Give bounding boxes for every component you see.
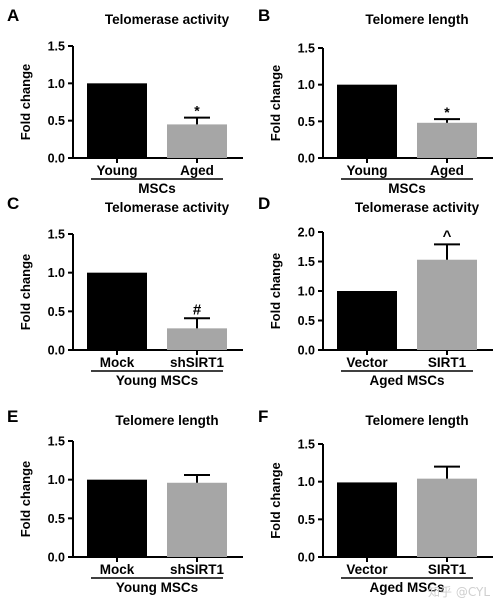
y-tick-label: 0.5 xyxy=(298,513,315,527)
x-tick-label: SIRT1 xyxy=(428,562,467,577)
x-tick-label: Young xyxy=(97,163,138,178)
panel-f: F Telomere length Fold change 0.0 0.5 1.0 1.5 V… xyxy=(258,407,493,595)
watermark: 知乎 @CYL xyxy=(428,585,490,599)
y-tick-label: 1.5 xyxy=(48,435,65,449)
bar-shsirt1 xyxy=(167,328,227,350)
y-tick-label: 0.5 xyxy=(48,512,65,526)
y-tick-label: 0.0 xyxy=(298,344,315,358)
bar-young xyxy=(87,83,147,158)
x-tick-label: SIRT1 xyxy=(428,355,467,370)
y-tick-label: 1.0 xyxy=(48,473,65,487)
panel-letter: A xyxy=(7,6,19,25)
panel-letter: B xyxy=(258,6,270,25)
y-tick-label: 0.0 xyxy=(48,152,65,166)
panel-letter: F xyxy=(258,407,268,426)
panel-letter: E xyxy=(7,407,18,426)
group-label: MSCs xyxy=(138,181,176,196)
bar-mock xyxy=(87,272,147,350)
bar-sirt1 xyxy=(417,478,477,557)
significance-mark: # xyxy=(193,301,202,318)
significance-mark: * xyxy=(194,103,200,119)
significance-mark: * xyxy=(444,104,450,120)
y-tick-label: 1.5 xyxy=(298,255,315,269)
x-tick-label: shSIRT1 xyxy=(170,355,225,370)
y-axis-label: Fold change xyxy=(18,461,33,538)
bar-aged xyxy=(417,122,477,158)
y-axis-label: Fold change xyxy=(268,253,283,330)
y-tick-label: 0.5 xyxy=(298,314,315,328)
panel-e: E Telomere length Fold change 0.0 0.5 1.0 1.5 M… xyxy=(7,407,243,595)
group-label: Aged MSCs xyxy=(369,373,444,388)
y-tick-label: 0.0 xyxy=(298,551,315,565)
y-tick-label: 1.0 xyxy=(298,475,315,489)
y-tick-label: 2.0 xyxy=(298,226,315,240)
y-tick-label: 1.0 xyxy=(48,77,65,91)
y-tick-label: 0.5 xyxy=(298,115,315,129)
chart-title: Telomerase activity xyxy=(355,200,480,215)
x-tick-label: Aged xyxy=(180,163,214,178)
y-tick-label: 1.0 xyxy=(298,285,315,299)
y-axis-label: Fold change xyxy=(268,462,283,539)
panel-letter: C xyxy=(7,194,19,213)
group-label: Young MSCs xyxy=(116,373,198,388)
panel-a: A Telomerase activity Fold change 0.0 0.5 1.0… xyxy=(7,6,243,196)
bar-mock xyxy=(87,479,147,557)
bar-vector xyxy=(337,291,397,350)
chart-title: Telomerase activity xyxy=(105,12,230,27)
y-tick-label: 1.5 xyxy=(298,42,315,56)
y-axis-label: Fold change xyxy=(18,64,33,141)
panel-b: B Telomere length Fold change 0.0 0.5 1.0 1.5 Y… xyxy=(258,6,493,196)
x-tick-label: Young xyxy=(347,163,388,178)
panel-c: C Telomerase activity Fold change 0.0 0.5 1.0… xyxy=(7,194,243,388)
bar-vector xyxy=(337,482,397,557)
y-axis-label: Fold change xyxy=(268,65,283,142)
x-tick-label: Aged xyxy=(430,163,464,178)
chart-title: Telomere length xyxy=(365,413,468,428)
y-tick-label: 1.0 xyxy=(48,266,65,280)
y-tick-label: 0.0 xyxy=(298,152,315,166)
y-tick-label: 1.5 xyxy=(298,438,315,452)
x-tick-label: Vector xyxy=(346,355,388,370)
y-axis-label: Fold change xyxy=(18,254,33,331)
bar-young xyxy=(337,84,397,158)
x-tick-label: Mock xyxy=(100,562,135,577)
chart-title: Telomere length xyxy=(365,12,468,27)
group-label: Young MSCs xyxy=(116,580,198,595)
y-tick-label: 1.5 xyxy=(48,228,65,242)
group-label: Aged MSCs xyxy=(369,580,444,595)
y-tick-label: 0.0 xyxy=(48,551,65,565)
chart-title: Telomere length xyxy=(115,413,218,428)
bar-aged xyxy=(167,124,227,158)
y-tick-label: 1.5 xyxy=(48,40,65,54)
y-tick-label: 0.0 xyxy=(48,344,65,358)
panel-letter: D xyxy=(258,194,270,213)
y-tick-label: 0.5 xyxy=(48,305,65,319)
group-label: MSCs xyxy=(388,181,426,196)
bar-sirt1 xyxy=(417,259,477,350)
x-tick-label: Vector xyxy=(346,562,388,577)
bar-shsirt1 xyxy=(167,482,227,557)
y-tick-label: 1.0 xyxy=(298,78,315,92)
y-tick-label: 0.5 xyxy=(48,114,65,128)
x-tick-label: Mock xyxy=(100,355,135,370)
significance-mark: ^ xyxy=(443,227,452,244)
panel-d: D Telomerase activity Fold change 0.0 0.5 1.0… xyxy=(258,194,493,388)
chart-title: Telomerase activity xyxy=(105,200,230,215)
x-tick-label: shSIRT1 xyxy=(170,562,225,577)
